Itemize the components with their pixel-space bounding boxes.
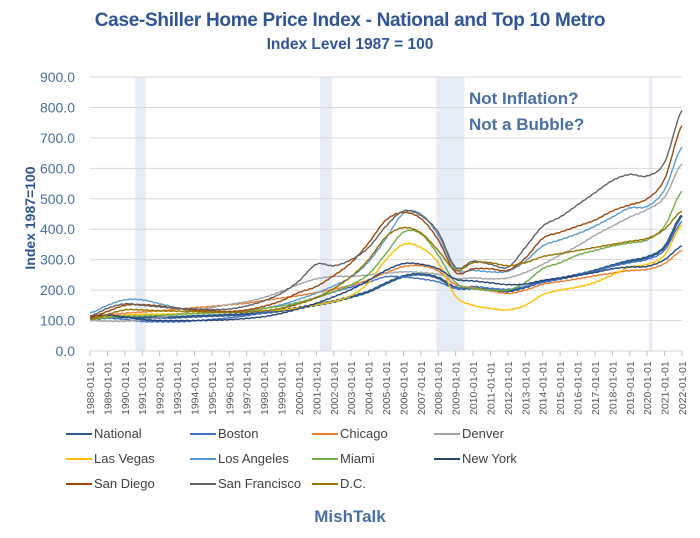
- x-tick-label: 2021-01-01: [660, 361, 672, 415]
- x-tick-label: 2018-01-01: [607, 361, 619, 415]
- x-tick-label: 2003-01-01: [346, 361, 358, 415]
- x-tick-label: 1996-01-01: [224, 361, 236, 415]
- chart-subtitle: Index Level 1987 = 100: [266, 36, 434, 53]
- annotation: Not Inflation? Not a Bubble?: [469, 86, 584, 138]
- recession-band: [319, 77, 333, 351]
- x-tick-label: 1993-01-01: [172, 361, 184, 415]
- y-tick-label: 0.0: [56, 343, 76, 359]
- series-line-boston: [89, 221, 683, 323]
- x-tick-label: 1998-01-01: [259, 361, 271, 415]
- x-tick-label: 2020-01-01: [642, 361, 654, 415]
- legend-item: National: [66, 426, 142, 441]
- legend-label: D.C.: [340, 476, 366, 491]
- recession-band: [436, 77, 465, 351]
- legend-swatch: [312, 432, 338, 435]
- x-tick-label: 2012-01-01: [503, 361, 515, 415]
- x-tick-label: 2011-01-01: [485, 362, 497, 415]
- annotation-line-2: Not a Bubble?: [469, 115, 585, 134]
- legend-label: San Diego: [94, 476, 155, 491]
- y-tick-label: 300.0: [40, 252, 75, 268]
- series-line-los-angeles: [89, 146, 683, 314]
- x-tick-label: 2019-01-01: [625, 361, 637, 415]
- legend-swatch: [190, 457, 216, 460]
- y-tick-label: 100.0: [40, 313, 75, 329]
- legend-item: San Francisco: [190, 476, 301, 491]
- legend-item: Miami: [312, 451, 375, 466]
- y-tick-label: 600.0: [40, 160, 75, 176]
- legend-swatch: [312, 482, 338, 485]
- x-tick-label: 1988-01-01: [85, 361, 97, 415]
- x-tick-label: 2000-01-01: [294, 361, 306, 415]
- recession-band: [648, 77, 653, 351]
- legend-label: San Francisco: [218, 476, 302, 491]
- x-tick-label: 2013-01-01: [520, 361, 532, 415]
- source-label: MishTalk: [314, 507, 386, 526]
- x-tick-label: 2015-01-01: [555, 361, 567, 415]
- x-tick-label: 2001-01-01: [311, 361, 323, 415]
- legend-item: Denver: [434, 426, 504, 441]
- x-tick-label: 1991-01-01: [137, 361, 149, 415]
- x-tick-label: 2014-01-01: [538, 361, 550, 415]
- legend-swatch: [66, 482, 92, 485]
- x-tick-label: 2017-01-01: [590, 361, 602, 415]
- series-line-miami: [89, 190, 683, 320]
- legend-item: Las Vegas: [66, 451, 155, 466]
- x-tick-label: 2004-01-01: [364, 361, 376, 415]
- series-line-san-diego: [89, 125, 683, 318]
- legend-label: Chicago: [340, 426, 388, 441]
- legend-item: Los Angeles: [190, 451, 289, 466]
- y-tick-label: 700.0: [40, 130, 75, 146]
- x-tick-label: 1990-01-01: [120, 361, 132, 415]
- legend-item: Boston: [190, 426, 258, 441]
- legend-item: New York: [434, 451, 517, 466]
- x-tick-label: 2022-01-01: [677, 361, 689, 415]
- x-tick-label: 2005-01-01: [381, 361, 393, 415]
- legend-swatch: [312, 457, 338, 460]
- x-tick-label: 2007-01-01: [416, 361, 428, 415]
- x-tick-label: 1992-01-01: [155, 361, 167, 415]
- annotation-line-1: Not Inflation?: [469, 89, 579, 108]
- x-tick-label: 2009-01-01: [451, 361, 463, 415]
- x-tick-label: 1999-01-01: [277, 361, 289, 415]
- x-tick-label: 1995-01-01: [207, 361, 219, 415]
- series-line-d-c: [89, 210, 683, 320]
- series-line-new-york: [90, 245, 683, 322]
- x-tick-label: 2010-01-01: [468, 361, 480, 415]
- chart-plot: 0.0 100.0 200.0 300.0 400.0 500.0 600.0 700.0 80…: [40, 69, 689, 415]
- legend-label: New York: [462, 451, 517, 466]
- y-tick-label: 500.0: [40, 191, 75, 207]
- legend-label: Miami: [340, 451, 375, 466]
- x-tick-label: 1989-01-01: [102, 361, 114, 415]
- chart-title: Case-Shiller Home Price Index - National…: [94, 10, 606, 31]
- y-tick-label: 800.0: [40, 99, 75, 115]
- legend-label: Las Vegas: [94, 451, 155, 466]
- x-tick-label: 2016-01-01: [573, 361, 585, 415]
- legend-item: D.C.: [312, 476, 366, 491]
- legend-item: Chicago: [312, 426, 388, 441]
- legend-swatch: [434, 457, 460, 460]
- legend-swatch: [190, 432, 216, 435]
- x-tick-label: 2006-01-01: [398, 361, 410, 415]
- x-tick-label: 2002-01-01: [329, 361, 341, 415]
- x-tick-label: 1997-01-01: [242, 361, 254, 415]
- legend-label: Denver: [462, 426, 504, 441]
- y-tick-label: 400.0: [40, 221, 75, 237]
- legend-label: Boston: [218, 426, 259, 441]
- x-tick-label: 1994-01-01: [189, 361, 201, 415]
- legend-label: National: [94, 426, 142, 441]
- y-tick-label: 200.0: [40, 282, 75, 298]
- legend-swatch: [434, 432, 460, 435]
- legend-swatch: [66, 457, 92, 460]
- series-line-san-francisco: [89, 110, 683, 317]
- series-line-national: [89, 214, 683, 321]
- series-line-denver: [89, 163, 683, 323]
- legend-swatch: [190, 482, 216, 485]
- y-tick-label: 900.0: [40, 69, 75, 85]
- legend-label: Los Angeles: [218, 451, 289, 466]
- legend-swatch: [66, 432, 92, 435]
- x-tick-label: 2008-01-01: [433, 361, 445, 415]
- legend-item: San Diego: [66, 476, 155, 491]
- recession-band: [135, 77, 146, 351]
